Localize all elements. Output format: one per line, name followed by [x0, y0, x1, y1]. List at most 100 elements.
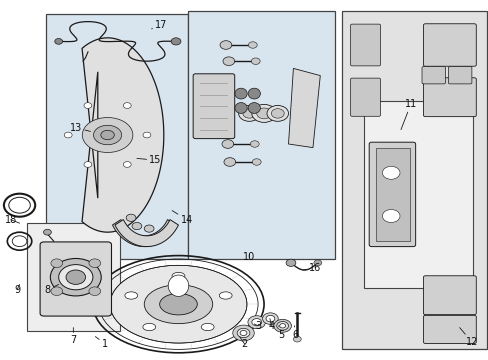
Ellipse shape — [159, 293, 197, 315]
Text: 11: 11 — [400, 99, 416, 130]
Ellipse shape — [93, 125, 122, 145]
Circle shape — [313, 260, 321, 266]
Circle shape — [50, 258, 101, 296]
Circle shape — [256, 108, 271, 119]
Circle shape — [66, 270, 85, 284]
Ellipse shape — [124, 292, 138, 299]
Circle shape — [285, 259, 295, 266]
Circle shape — [89, 259, 101, 267]
Ellipse shape — [82, 117, 133, 153]
Circle shape — [51, 259, 62, 267]
Text: 14: 14 — [172, 211, 193, 225]
Polygon shape — [82, 38, 163, 232]
Circle shape — [64, 132, 72, 138]
Text: 3: 3 — [254, 321, 261, 331]
Ellipse shape — [101, 130, 114, 140]
Circle shape — [247, 316, 265, 329]
FancyBboxPatch shape — [350, 78, 380, 116]
Ellipse shape — [144, 285, 212, 324]
Circle shape — [266, 105, 288, 121]
Circle shape — [220, 41, 231, 49]
Circle shape — [123, 162, 131, 167]
Circle shape — [222, 140, 233, 148]
Polygon shape — [188, 11, 334, 259]
Text: 18: 18 — [4, 215, 20, 225]
Circle shape — [84, 103, 92, 108]
Circle shape — [251, 319, 261, 326]
FancyBboxPatch shape — [342, 11, 486, 349]
Circle shape — [279, 324, 285, 328]
Polygon shape — [115, 220, 178, 247]
FancyBboxPatch shape — [423, 276, 475, 315]
Text: 5: 5 — [278, 326, 284, 340]
FancyBboxPatch shape — [375, 148, 409, 241]
Ellipse shape — [168, 275, 188, 296]
Circle shape — [252, 159, 261, 165]
Circle shape — [243, 109, 255, 118]
Polygon shape — [112, 220, 176, 247]
Ellipse shape — [234, 103, 247, 113]
Text: 12: 12 — [459, 328, 477, 347]
Circle shape — [59, 265, 93, 290]
Circle shape — [224, 158, 235, 166]
Circle shape — [251, 104, 276, 122]
Ellipse shape — [172, 273, 184, 280]
FancyBboxPatch shape — [423, 24, 475, 66]
Circle shape — [238, 105, 260, 121]
Circle shape — [273, 319, 291, 332]
FancyBboxPatch shape — [40, 242, 111, 316]
Ellipse shape — [247, 103, 260, 113]
Ellipse shape — [219, 292, 232, 299]
Circle shape — [89, 287, 101, 296]
Circle shape — [262, 313, 278, 324]
Polygon shape — [288, 68, 320, 148]
Ellipse shape — [142, 323, 155, 330]
Circle shape — [276, 321, 288, 330]
Ellipse shape — [201, 323, 214, 330]
Text: 13: 13 — [69, 123, 90, 133]
FancyBboxPatch shape — [350, 24, 380, 66]
Circle shape — [55, 39, 62, 44]
Ellipse shape — [110, 265, 246, 343]
Text: 1: 1 — [95, 337, 108, 349]
FancyBboxPatch shape — [447, 67, 471, 84]
Circle shape — [51, 287, 62, 296]
FancyBboxPatch shape — [46, 14, 188, 259]
Circle shape — [382, 210, 399, 222]
FancyBboxPatch shape — [27, 223, 120, 331]
Text: 15: 15 — [137, 155, 162, 165]
Circle shape — [132, 222, 142, 230]
FancyBboxPatch shape — [364, 101, 472, 288]
Circle shape — [271, 109, 284, 118]
Circle shape — [142, 132, 150, 138]
Circle shape — [126, 214, 136, 221]
Text: 10: 10 — [243, 252, 255, 262]
Circle shape — [237, 328, 249, 338]
FancyBboxPatch shape — [423, 315, 475, 343]
Circle shape — [84, 162, 92, 167]
Text: 7: 7 — [70, 328, 76, 345]
Text: 6: 6 — [292, 326, 298, 340]
Ellipse shape — [234, 88, 247, 99]
Circle shape — [382, 166, 399, 179]
FancyBboxPatch shape — [193, 74, 234, 139]
Circle shape — [171, 38, 181, 45]
Circle shape — [144, 225, 154, 232]
Circle shape — [43, 229, 51, 235]
Circle shape — [251, 58, 260, 64]
FancyBboxPatch shape — [368, 142, 415, 247]
Circle shape — [248, 42, 257, 48]
Ellipse shape — [247, 88, 260, 99]
Text: 16: 16 — [303, 263, 321, 273]
Circle shape — [123, 103, 131, 108]
Text: 9: 9 — [14, 284, 20, 295]
Text: 8: 8 — [45, 284, 59, 295]
Circle shape — [232, 325, 254, 341]
Circle shape — [250, 141, 259, 147]
Circle shape — [223, 57, 234, 66]
FancyBboxPatch shape — [421, 67, 445, 84]
Circle shape — [293, 336, 301, 342]
Text: 4: 4 — [268, 319, 274, 331]
FancyBboxPatch shape — [423, 78, 475, 117]
Text: 2: 2 — [239, 337, 247, 349]
